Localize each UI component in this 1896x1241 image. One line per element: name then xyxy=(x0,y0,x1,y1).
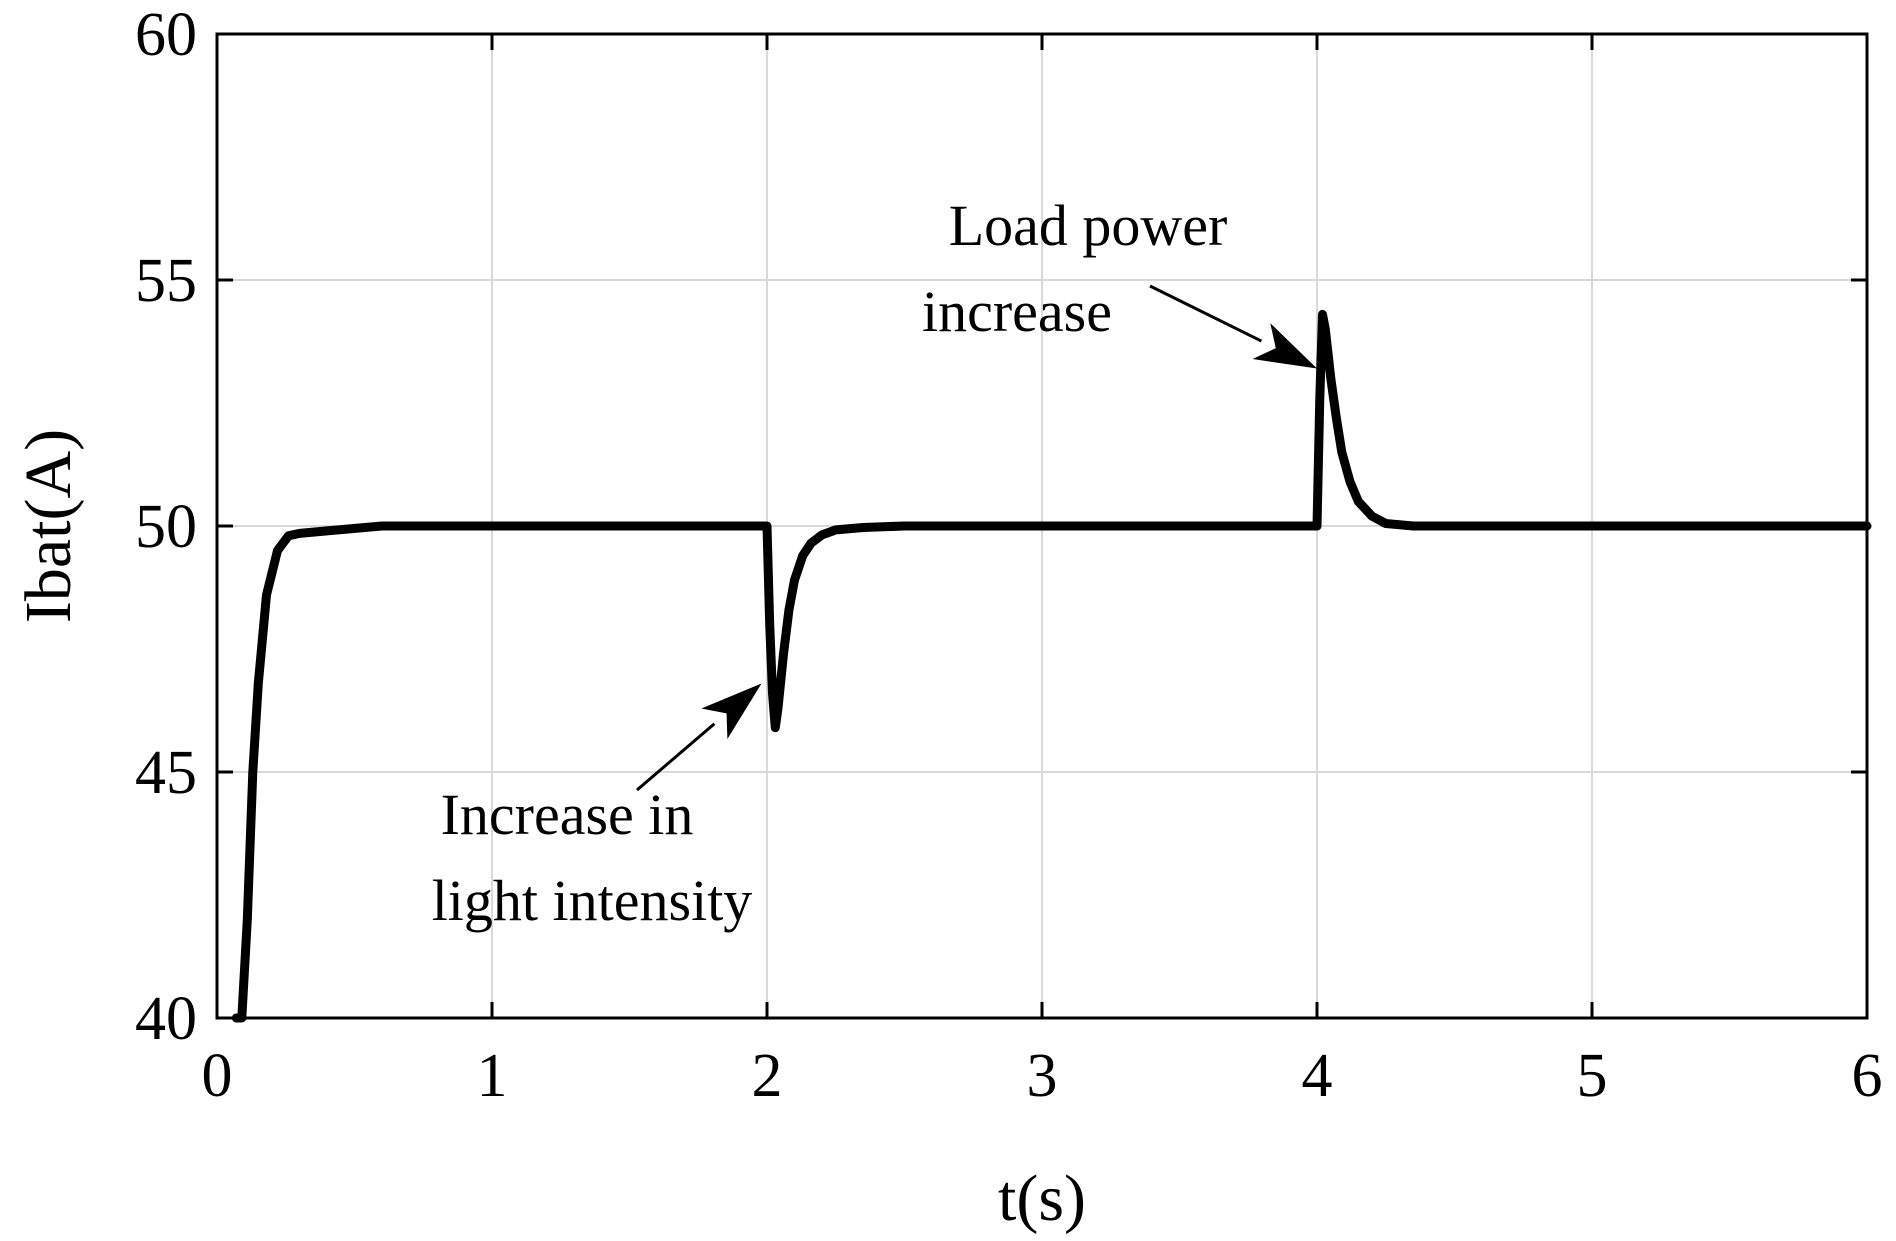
y-tick-labels: 40 45 50 55 60 xyxy=(135,1,197,1053)
y-tick-label: 40 xyxy=(135,985,197,1053)
x-tick-label: 5 xyxy=(1577,1042,1608,1110)
y-tick-label: 60 xyxy=(135,1,197,69)
y-tick-label: 55 xyxy=(135,247,197,315)
x-tick-label: 1 xyxy=(477,1042,508,1110)
y-tick-label: 50 xyxy=(135,493,197,561)
series-layer xyxy=(231,309,1872,1023)
tick-marks xyxy=(215,32,1869,1020)
annotation-load-power-arrow xyxy=(1149,284,1263,343)
annotation-light-intensity-line2: light intensity xyxy=(432,868,753,933)
x-tick-label: 2 xyxy=(752,1042,783,1110)
y-tick-label: 45 xyxy=(135,739,197,807)
x-tick-label: 6 xyxy=(1852,1042,1883,1110)
annotation-light-intensity-arrow xyxy=(636,722,716,792)
annotation-light-intensity: Increase in light intensity xyxy=(432,683,762,933)
x-axis-label: t(s) xyxy=(998,1162,1086,1235)
x-tick-label: 4 xyxy=(1302,1042,1333,1110)
y-axis-label: Ibat(A) xyxy=(12,429,85,623)
annotation-load-power: Load power increase xyxy=(922,193,1317,369)
annotation-light-intensity-line1: Increase in xyxy=(441,782,694,847)
annotation-load-power-line2: increase xyxy=(922,279,1112,344)
x-tick-label: 3 xyxy=(1027,1042,1058,1110)
series-line-ibat xyxy=(231,309,1872,1023)
x-tick-labels: 0 1 2 3 4 5 6 xyxy=(202,1042,1883,1110)
x-tick-label: 0 xyxy=(202,1042,233,1110)
annotation-light-intensity-arrowhead xyxy=(701,683,762,739)
annotation-load-power-line1: Load power xyxy=(949,193,1228,258)
annotation-load-power-arrowhead xyxy=(1252,323,1317,369)
